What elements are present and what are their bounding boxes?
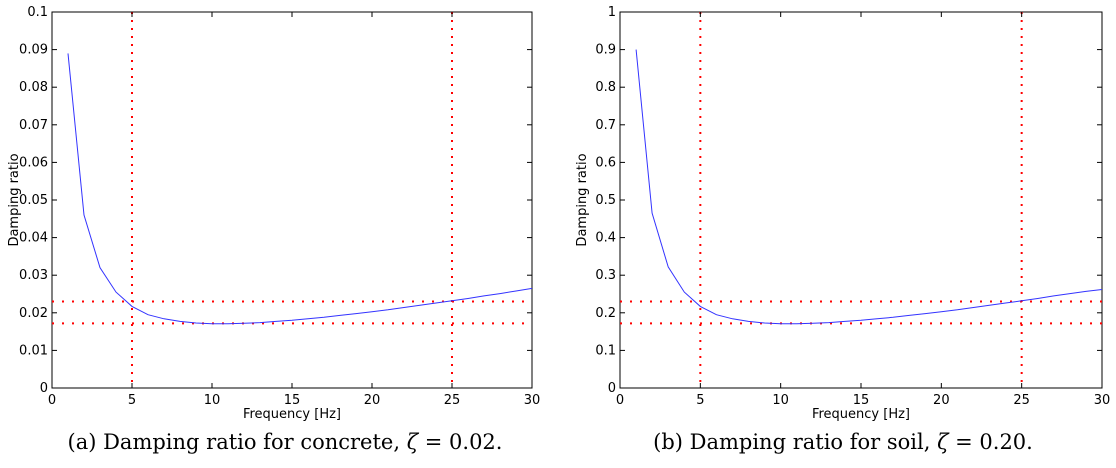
y-axis-label: Damping ratio xyxy=(575,153,590,246)
y-tick-label: 0.3 xyxy=(595,268,616,283)
y-tick-label: 0 xyxy=(40,381,48,396)
chart-panel-concrete: 0 5 10 15 20 25 30 0 0.01 0.02 0.03 0.04 0.05 0.06 0.0… xyxy=(7,5,540,422)
y-tick-label: 0.01 xyxy=(19,343,48,358)
plot-area xyxy=(51,11,533,389)
y-tick-label: 0.2 xyxy=(595,306,616,321)
damping-ratio-line xyxy=(67,53,533,325)
y-tick-label: 0 xyxy=(608,381,616,396)
y-tick-label: 0.08 xyxy=(19,80,48,95)
x-tick-label: 30 xyxy=(1094,393,1111,408)
caption-soil: (b) Damping ratio for soil, ζ = 0.20. xyxy=(578,430,1108,460)
x-tick-label: 0 xyxy=(48,393,56,408)
y-tick-label: 0.02 xyxy=(19,306,48,321)
y-tick-label: 0.7 xyxy=(595,118,616,133)
y-tick-label: 0.05 xyxy=(19,193,48,208)
x-tick-label: 20 xyxy=(933,393,950,408)
chart-panel-soil: 0 5 10 15 20 25 30 0 0.1 0.2 0.3 0.4 0.5 0.6 0.7 0.8 0.9… xyxy=(575,5,1110,422)
caption-concrete-value: = 0.02. xyxy=(418,430,503,454)
y-tick-label: 0.07 xyxy=(19,118,48,133)
plot-area xyxy=(619,11,1103,389)
y-tick-label: 0.5 xyxy=(595,193,616,208)
y-tick-label: 0.03 xyxy=(19,268,48,283)
x-axis-label: Frequency [Hz] xyxy=(812,407,910,422)
x-tick-label: 10 xyxy=(772,393,789,408)
x-tick-label: 20 xyxy=(364,393,381,408)
x-tick-label: 15 xyxy=(284,393,301,408)
x-tick-label: 25 xyxy=(1013,393,1030,408)
y-tick-label: 0.09 xyxy=(19,43,48,58)
x-tick-label: 25 xyxy=(444,393,461,408)
x-tick-label: 5 xyxy=(696,393,704,408)
caption-soil-label: (b) Damping ratio for soil, xyxy=(653,430,938,454)
x-axis-label: Frequency [Hz] xyxy=(243,407,341,422)
damping-ratio-line xyxy=(635,49,1103,325)
x-tick-label: 30 xyxy=(524,393,541,408)
y-tick-label: 0.1 xyxy=(27,5,48,20)
y-tick-label: 0.6 xyxy=(595,155,616,170)
caption-concrete: (a) Damping ratio for concrete, ζ = 0.02… xyxy=(20,430,550,460)
x-tick-label: 0 xyxy=(616,393,624,408)
caption-concrete-label: (a) Damping ratio for concrete, xyxy=(67,430,407,454)
x-tick-label: 5 xyxy=(128,393,136,408)
y-tick-label: 0.4 xyxy=(595,231,616,246)
y-tick-label: 1 xyxy=(608,5,616,20)
y-tick-label: 0.06 xyxy=(19,155,48,170)
caption-soil-symbol: ζ xyxy=(937,430,949,454)
x-tick-label: 10 xyxy=(204,393,221,408)
y-axis-label: Damping ratio xyxy=(7,153,22,246)
y-tick-label: 0.04 xyxy=(19,231,48,246)
x-tick-label: 15 xyxy=(853,393,870,408)
y-tick-label: 0.9 xyxy=(595,43,616,58)
y-tick-label: 0.8 xyxy=(595,80,616,95)
caption-concrete-symbol: ζ xyxy=(406,430,419,454)
y-tick-label: 0.1 xyxy=(595,343,616,358)
caption-soil-value: = 0.20. xyxy=(948,430,1033,454)
